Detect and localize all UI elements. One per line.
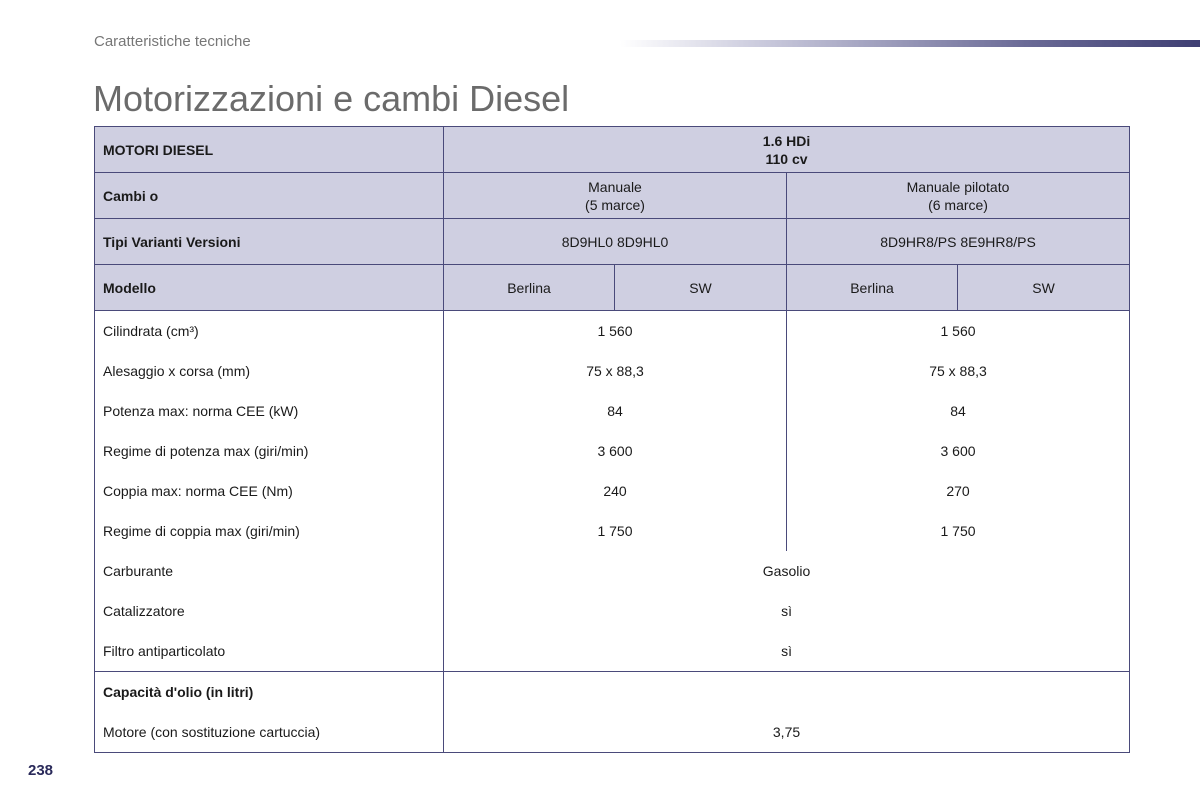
model-label: Modello [94, 264, 444, 311]
shared-value: sì [442, 631, 1131, 672]
gearbox-manual-gears: (5 marce) [585, 196, 645, 213]
shared-row: Carburante Gasolio [94, 551, 1131, 591]
oil-heading-empty [442, 671, 1131, 712]
model-cell: Berlina [786, 264, 958, 311]
model-cell: Berlina [443, 264, 615, 311]
spec-row: Alesaggio x corsa (mm) 75 x 88,3 75 x 88… [94, 351, 1131, 391]
shared-value: Gasolio [442, 551, 1131, 591]
gearbox-piloted-name: Manuale pilotato [906, 178, 1010, 195]
section-label: Caratteristiche tecniche [94, 33, 251, 50]
page-number: 238 [28, 762, 54, 779]
variants-piloted: 8D9HR8/PS 8E9HR8/PS [785, 218, 1131, 265]
spec-value: 1 750 [443, 511, 787, 551]
oil-row: Motore (con sostituzione cartuccia) 3,75 [94, 712, 1131, 753]
model-row: Modello Berlina SW Berlina SW [94, 264, 1131, 311]
engine-row: MOTORI DIESEL 1.6 HDi 110 cv [94, 126, 1131, 173]
spec-value: 240 [443, 471, 787, 511]
oil-label: Motore (con sostituzione cartuccia) [94, 712, 444, 753]
variants-label: Tipi Varianti Versioni [94, 218, 444, 265]
shared-label: Filtro antiparticolato [94, 631, 444, 672]
oil-heading-row: Capacità d'olio (in litri) [94, 671, 1131, 712]
spec-row: Regime di potenza max (giri/min) 3 600 3… [94, 431, 1131, 471]
oil-value: 3,75 [442, 712, 1131, 753]
spec-row: Cilindrata (cm³) 1 560 1 560 [94, 310, 1131, 351]
variants-row: Tipi Varianti Versioni 8D9HL0 8D9HL0 8D9… [94, 218, 1131, 265]
page-title: Motorizzazioni e cambi Diesel [93, 78, 570, 119]
spec-value: 75 x 88,3 [443, 351, 787, 391]
spec-value: 1 750 [785, 511, 1131, 551]
spec-label: Regime di potenza max (giri/min) [94, 431, 444, 471]
engine-spec-table: MOTORI DIESEL 1.6 HDi 110 cv Cambi o Man… [94, 126, 1131, 753]
gearbox-piloted-gears: (6 marce) [928, 196, 988, 213]
spec-value: 1 560 [785, 310, 1131, 351]
engine-label: MOTORI DIESEL [94, 126, 444, 173]
gearbox-manual-name: Manuale [588, 178, 642, 195]
spec-value: 75 x 88,3 [785, 351, 1131, 391]
spec-label: Coppia max: norma CEE (Nm) [94, 471, 444, 511]
spec-row: Coppia max: norma CEE (Nm) 240 270 [94, 471, 1131, 511]
engine-name-line1: 1.6 HDi [762, 132, 811, 149]
engine-name: 1.6 HDi 110 cv [442, 126, 1131, 173]
variants-manual: 8D9HL0 8D9HL0 [443, 218, 787, 265]
spec-value: 270 [785, 471, 1131, 511]
engine-name-line2: 110 cv [765, 150, 808, 167]
gearbox-label: Cambi o [94, 172, 444, 219]
oil-heading: Capacità d'olio (in litri) [94, 671, 444, 712]
spec-label: Regime di coppia max (giri/min) [94, 511, 444, 551]
model-cell: SW [614, 264, 787, 311]
header-gradient-bar [620, 40, 1200, 47]
spec-label: Cilindrata (cm³) [94, 310, 444, 351]
spec-label: Potenza max: norma CEE (kW) [94, 391, 444, 431]
spec-row: Regime di coppia max (giri/min) 1 750 1 … [94, 511, 1131, 551]
shared-label: Catalizzatore [94, 591, 444, 631]
shared-row: Filtro antiparticolato sì [94, 631, 1131, 672]
gearbox-piloted: Manuale pilotato (6 marce) [785, 172, 1131, 219]
shared-row: Catalizzatore sì [94, 591, 1131, 631]
gearbox-row: Cambi o Manuale (5 marce) Manuale pilota… [94, 172, 1131, 219]
spec-value: 1 560 [443, 310, 787, 351]
spec-value: 3 600 [785, 431, 1131, 471]
spec-value: 84 [785, 391, 1131, 431]
gearbox-manual: Manuale (5 marce) [443, 172, 787, 219]
model-cell: SW [956, 264, 1131, 311]
shared-value: sì [442, 591, 1131, 631]
spec-row: Potenza max: norma CEE (kW) 84 84 [94, 391, 1131, 431]
spec-value: 3 600 [443, 431, 787, 471]
spec-label: Alesaggio x corsa (mm) [94, 351, 444, 391]
spec-value: 84 [443, 391, 787, 431]
shared-label: Carburante [94, 551, 444, 591]
